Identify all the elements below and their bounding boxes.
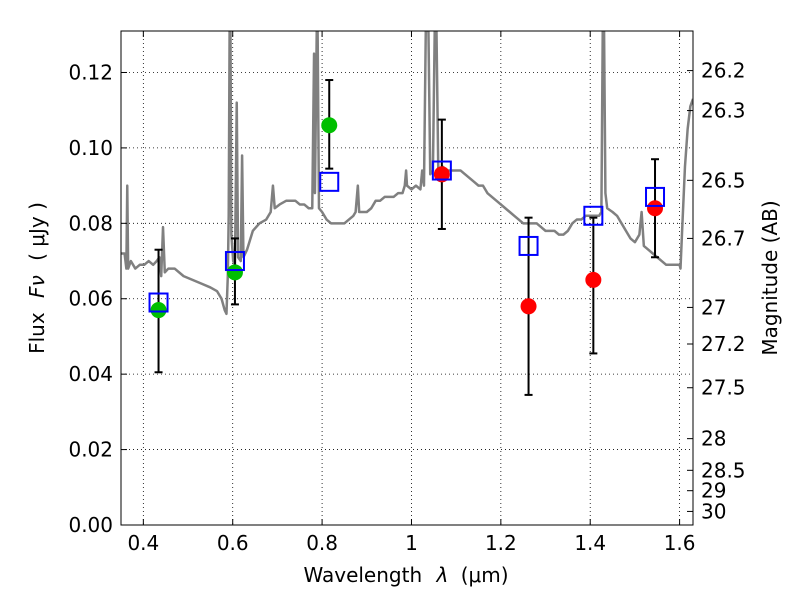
x-axis-label: Wavelength λ (μm) <box>303 563 508 587</box>
y2-tick-label: 26.2 <box>701 59 746 83</box>
y-tick-label: 0.08 <box>68 211 113 235</box>
y-axis-label: Flux Fν ( μJy ) <box>25 202 49 354</box>
x-tick-label: 1 <box>405 531 418 555</box>
observed-flux-point <box>433 166 450 183</box>
plot-frame <box>120 30 694 526</box>
x-axis-label-unit: (μm) <box>461 563 509 587</box>
observed-flux-point <box>321 117 338 134</box>
plot-area <box>121 31 693 396</box>
y2-tick-label: 26.7 <box>701 226 746 250</box>
model-flux-square <box>431 160 452 181</box>
y-tick-label: 0.00 <box>68 513 113 537</box>
observed-flux-point <box>520 298 537 315</box>
y-tick-label: 0.12 <box>68 60 113 84</box>
y-tick-label: 0.06 <box>68 287 113 311</box>
observed-flux-point <box>226 264 243 281</box>
y2-tick-label: 26.3 <box>701 99 746 123</box>
y2-axis-label: Magnitude (AB) <box>758 200 782 355</box>
model-spectrum-line <box>121 31 693 316</box>
x-axis-label-symbol: λ <box>436 563 449 587</box>
y-tick-label: 0.02 <box>68 438 113 462</box>
y-axis-label-prefix: Flux <box>25 312 49 354</box>
y2-tick-label: 27.5 <box>701 376 746 400</box>
model-flux-square <box>518 235 539 256</box>
model-flux-square <box>224 251 245 272</box>
y-tick-label: 0.10 <box>68 136 113 160</box>
model-flux-square <box>319 171 340 192</box>
y2-tick-label: 26.5 <box>701 168 746 192</box>
observed-flux-point <box>585 271 602 288</box>
observed-flux-point <box>150 302 167 319</box>
axis-ticks: 0.4 0.6 0.8 1 1.2 1.4 1.6 0.00 0.02 0.04 0.06 0.08 0… <box>68 31 746 555</box>
x-tick-label: 0.8 <box>306 531 338 555</box>
x-axis-label-prefix: Wavelength <box>303 563 422 587</box>
y2-tick-label: 27 <box>701 295 726 319</box>
observed-flux-point <box>647 200 664 217</box>
x-tick-label: 1.4 <box>574 531 606 555</box>
y2-tick-label: 28 <box>701 427 726 451</box>
y-axis-label-symbol: Fν <box>25 275 49 298</box>
y2-tick-label: 28.5 <box>701 458 746 482</box>
x-tick-label: 0.6 <box>217 531 249 555</box>
y2-tick-label: 29 <box>701 479 726 503</box>
x-tick-label: 1.6 <box>664 531 696 555</box>
y-tick-label: 0.04 <box>68 362 113 386</box>
x-tick-label: 1.2 <box>485 531 517 555</box>
model-flux-square <box>645 186 666 207</box>
model-flux-square <box>583 205 604 226</box>
y2-tick-label: 27.2 <box>701 332 746 356</box>
y2-tick-label: 30 <box>701 499 726 523</box>
x-tick-label: 0.4 <box>127 531 159 555</box>
y-axis-label-unit: ( μJy ) <box>25 202 49 261</box>
model-flux-square <box>148 292 169 313</box>
